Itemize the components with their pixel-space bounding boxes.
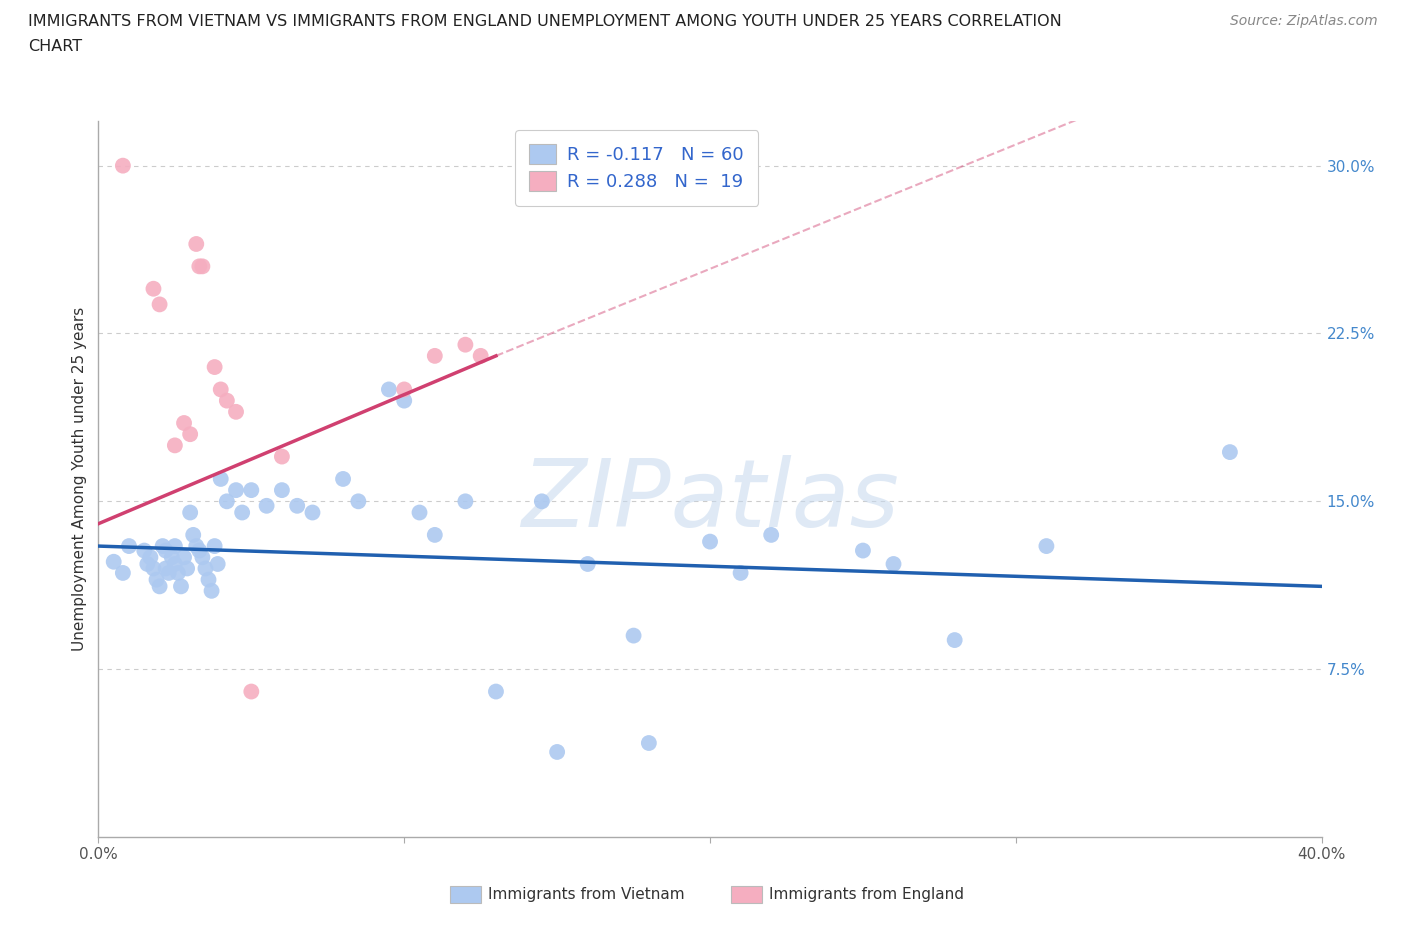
Point: [852, 543, 875, 558]
Point: [111, 158, 134, 173]
Point: [1219, 445, 1241, 459]
Point: [530, 494, 553, 509]
Point: [179, 427, 201, 442]
Point: [173, 550, 195, 565]
Point: [1035, 538, 1057, 553]
Point: [270, 449, 292, 464]
Point: [454, 494, 477, 509]
Point: [408, 505, 430, 520]
Point: [181, 527, 204, 542]
Point: [191, 550, 214, 565]
Point: [149, 578, 172, 594]
Point: [160, 550, 183, 565]
Point: [170, 578, 193, 594]
Point: [943, 632, 966, 647]
Point: [423, 527, 446, 542]
Point: [134, 543, 156, 558]
Point: [730, 565, 752, 580]
Point: [136, 556, 159, 571]
Point: [285, 498, 308, 513]
Point: [392, 393, 416, 408]
Point: [546, 745, 568, 760]
Point: [256, 498, 278, 513]
Point: [240, 483, 263, 498]
Point: [167, 565, 190, 580]
Point: [188, 543, 211, 558]
Text: CHART: CHART: [28, 39, 82, 54]
Point: [188, 259, 211, 273]
Point: [191, 259, 214, 273]
Point: [176, 561, 198, 576]
Point: [179, 505, 201, 520]
Point: [139, 550, 162, 565]
Point: [155, 543, 177, 558]
Point: [149, 297, 172, 312]
Point: [142, 281, 165, 296]
Text: ZIPatlas: ZIPatlas: [522, 455, 898, 546]
Point: [209, 382, 232, 397]
Point: [759, 527, 782, 542]
Point: [111, 565, 134, 580]
Point: [470, 349, 492, 364]
Point: [392, 382, 416, 397]
Legend: R = -0.117   N = 60, R = 0.288   N =  19: R = -0.117 N = 60, R = 0.288 N = 19: [515, 130, 758, 206]
Point: [207, 556, 229, 571]
Point: [103, 554, 125, 569]
Point: [186, 236, 208, 251]
Point: [215, 393, 238, 408]
Point: [152, 538, 174, 553]
Point: [423, 349, 446, 364]
Point: [347, 494, 370, 509]
Point: [145, 572, 167, 587]
Point: [197, 572, 219, 587]
Point: [204, 360, 226, 375]
Point: [173, 416, 195, 431]
Point: [163, 556, 186, 571]
Point: [215, 494, 238, 509]
Point: [225, 405, 247, 419]
Point: [883, 556, 905, 571]
Point: [163, 538, 186, 553]
Text: Immigrants from England: Immigrants from England: [769, 887, 965, 902]
Point: [240, 684, 263, 699]
Point: [225, 483, 247, 498]
Y-axis label: Unemployment Among Youth under 25 years: Unemployment Among Youth under 25 years: [72, 307, 87, 651]
Point: [200, 583, 222, 598]
Point: [270, 483, 292, 498]
Point: [118, 538, 141, 553]
Point: [186, 538, 208, 553]
Text: IMMIGRANTS FROM VIETNAM VS IMMIGRANTS FROM ENGLAND UNEMPLOYMENT AMONG YOUTH UNDE: IMMIGRANTS FROM VIETNAM VS IMMIGRANTS FR…: [28, 14, 1062, 29]
Point: [194, 561, 217, 576]
Point: [637, 736, 661, 751]
Point: [576, 556, 599, 571]
Point: [485, 684, 508, 699]
Point: [378, 382, 401, 397]
Point: [163, 438, 186, 453]
Point: [301, 505, 323, 520]
Point: [332, 472, 354, 486]
Point: [209, 472, 232, 486]
Text: Source: ZipAtlas.com: Source: ZipAtlas.com: [1230, 14, 1378, 28]
Point: [454, 338, 477, 352]
Point: [699, 534, 721, 549]
Point: [623, 628, 645, 643]
Point: [231, 505, 253, 520]
Point: [157, 565, 180, 580]
Point: [204, 538, 226, 553]
Point: [142, 561, 165, 576]
Point: [155, 561, 177, 576]
Text: Immigrants from Vietnam: Immigrants from Vietnam: [488, 887, 685, 902]
